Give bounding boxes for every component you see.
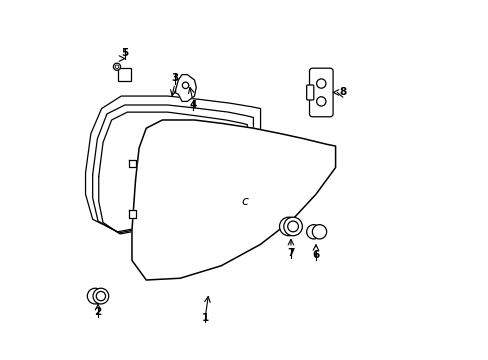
Polygon shape [129, 160, 135, 167]
Circle shape [93, 288, 108, 304]
Text: 1: 1 [201, 312, 208, 323]
Text: 8: 8 [338, 87, 346, 98]
Circle shape [306, 225, 320, 239]
Circle shape [283, 217, 302, 236]
Polygon shape [175, 75, 196, 102]
Text: 2: 2 [94, 307, 102, 317]
FancyBboxPatch shape [309, 68, 332, 117]
FancyBboxPatch shape [306, 85, 313, 100]
Text: 6: 6 [312, 250, 319, 260]
Circle shape [312, 225, 326, 239]
Text: 7: 7 [286, 248, 294, 258]
Polygon shape [129, 210, 135, 217]
Circle shape [113, 63, 121, 70]
Text: 5: 5 [121, 48, 128, 58]
Circle shape [87, 288, 103, 304]
FancyBboxPatch shape [118, 68, 131, 81]
Polygon shape [132, 120, 335, 280]
Text: 4: 4 [189, 100, 196, 110]
Circle shape [279, 217, 298, 236]
Text: 3: 3 [171, 73, 178, 83]
Text: c: c [241, 195, 247, 208]
